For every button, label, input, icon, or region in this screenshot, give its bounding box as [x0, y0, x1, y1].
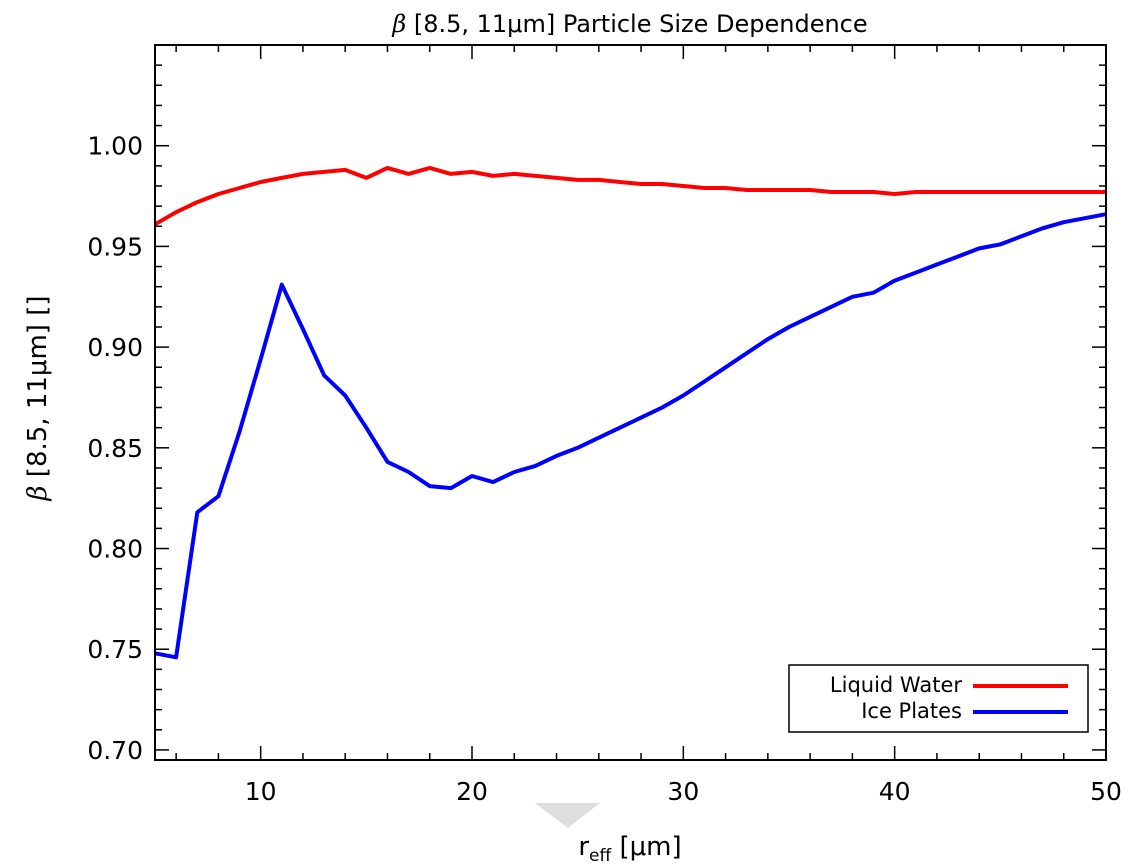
- xlabel-rest: [μm]: [611, 832, 681, 862]
- series-line-liquid-water: [154, 165, 1106, 227]
- x-tick-label: 30: [667, 777, 699, 806]
- y-tick-label: 0.70: [87, 736, 143, 765]
- y-tick-label: 0.80: [87, 535, 143, 564]
- x-tick-label: 20: [456, 777, 488, 806]
- y-axis-label-text: β [8.5, 11μm] []: [23, 296, 53, 502]
- plot-lines: [154, 165, 1107, 660]
- y-tick-label: 0.85: [87, 434, 143, 463]
- x-tick-label: 40: [879, 777, 911, 806]
- x-tick-label: 50: [1090, 777, 1122, 806]
- legend-box: [788, 664, 1089, 733]
- xlabel-sub: eff: [589, 846, 612, 866]
- legend: Liquid Water Ice Plates: [788, 664, 1089, 733]
- watermark-shape: [535, 803, 600, 828]
- series-line-ice-plates: [154, 212, 1107, 660]
- x-axis-label: reff [μm]: [578, 832, 681, 866]
- ylabel-prefix: β: [23, 485, 53, 501]
- xlabel-base: r: [578, 832, 589, 862]
- title-prefix: β: [391, 10, 406, 38]
- y-tick-label: 1.00: [87, 132, 143, 161]
- legend-label-ice-plates: Ice Plates: [861, 699, 962, 723]
- title-rest: [8.5, 11μm] Particle Size Dependence: [406, 10, 867, 38]
- chart-title: β [8.5, 11μm] Particle Size Dependence: [391, 10, 867, 38]
- y-tick-label: 0.90: [87, 333, 143, 362]
- plot-frame: [154, 44, 1107, 761]
- y-tick-label: 0.75: [87, 635, 143, 664]
- ylabel-rest: [8.5, 11μm] []: [23, 296, 53, 486]
- axis-ticks: 10 20 30 40 50 0.70 0.75 0.80 0.85 0.90 0.95 1.00: [87, 45, 1122, 806]
- legend-label-liquid-water: Liquid Water: [830, 673, 962, 697]
- y-axis-label: β [8.5, 11μm] []: [23, 296, 53, 502]
- x-tick-label: 10: [245, 777, 277, 806]
- y-tick-label: 0.95: [87, 232, 143, 261]
